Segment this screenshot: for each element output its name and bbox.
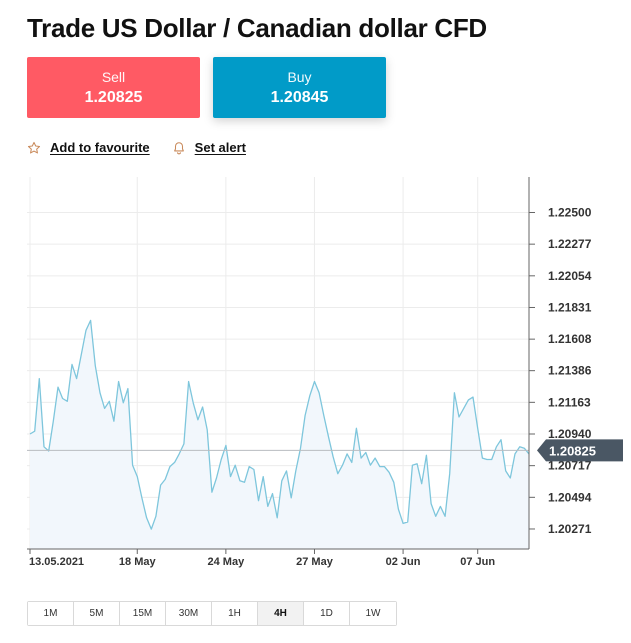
timeframe-30m-button[interactable]: 30M (166, 602, 212, 625)
current-price-tag (537, 439, 623, 462)
y-tick-label: 1.22054 (548, 269, 592, 283)
star-icon (27, 141, 41, 153)
x-tick-label: 07 Jun (460, 556, 495, 568)
set-alert-label: Set alert (194, 140, 246, 155)
timeframe-5m-button[interactable]: 5M (74, 602, 120, 625)
sell-button[interactable]: Sell 1.20825 (27, 57, 200, 118)
action-links: Add to favourite Set alert (27, 140, 246, 155)
timeframe-selector: 1M 5M 15M 30M 1H 4H 1D 1W (27, 601, 397, 626)
y-tick-label: 1.20717 (548, 459, 592, 473)
y-tick-label: 1.20940 (548, 427, 592, 441)
set-alert-link[interactable]: Set alert (172, 140, 246, 155)
y-tick-label: 1.22277 (548, 237, 592, 251)
y-tick-label: 1.22500 (548, 205, 592, 219)
price-chart[interactable]: 1.22500 1.22277 1.22054 1.21831 1.21608 1.213… (0, 175, 631, 575)
price-series-line (29, 319, 530, 530)
bell-icon (173, 141, 184, 154)
y-tick-label: 1.20494 (548, 490, 592, 504)
buy-label: Buy (287, 68, 312, 85)
timeframe-15m-button[interactable]: 15M (120, 602, 166, 625)
timeframe-1d-button[interactable]: 1D (304, 602, 350, 625)
timeframe-1m-button[interactable]: 1M (28, 602, 74, 625)
timeframe-1h-button[interactable]: 1H (212, 602, 258, 625)
x-tick-label: 27 May (296, 556, 334, 568)
price-chart-svg[interactable]: 1.22500 1.22277 1.22054 1.21831 1.21608 1.213… (0, 175, 631, 575)
y-tick-label: 1.20271 (548, 522, 592, 536)
current-price-label: 1.20825 (549, 443, 596, 458)
y-tick-label: 1.21163 (548, 395, 591, 409)
add-to-favourite-label: Add to favourite (50, 140, 150, 155)
x-tick-label: 18 May (119, 556, 157, 568)
x-tick-label: 02 Jun (386, 556, 421, 568)
timeframe-1w-button[interactable]: 1W (350, 602, 396, 625)
sell-label: Sell (101, 68, 126, 85)
y-tick-label: 1.21386 (548, 364, 592, 378)
y-tick-label: 1.21608 (548, 332, 592, 346)
x-tick-label: 24 May (208, 556, 246, 568)
y-tick-label: 1.21831 (548, 300, 592, 314)
timeframe-4h-button[interactable]: 4H (258, 602, 304, 625)
sell-price: 1.20825 (84, 88, 143, 106)
add-to-favourite-link[interactable]: Add to favourite (27, 140, 150, 155)
buy-price: 1.20845 (270, 88, 329, 106)
x-tick-label: 13.05.2021 (29, 556, 84, 568)
buy-button[interactable]: Buy 1.20845 (213, 57, 386, 118)
price-area (30, 320, 529, 549)
page-title: Trade US Dollar / Canadian dollar CFD (27, 13, 487, 43)
